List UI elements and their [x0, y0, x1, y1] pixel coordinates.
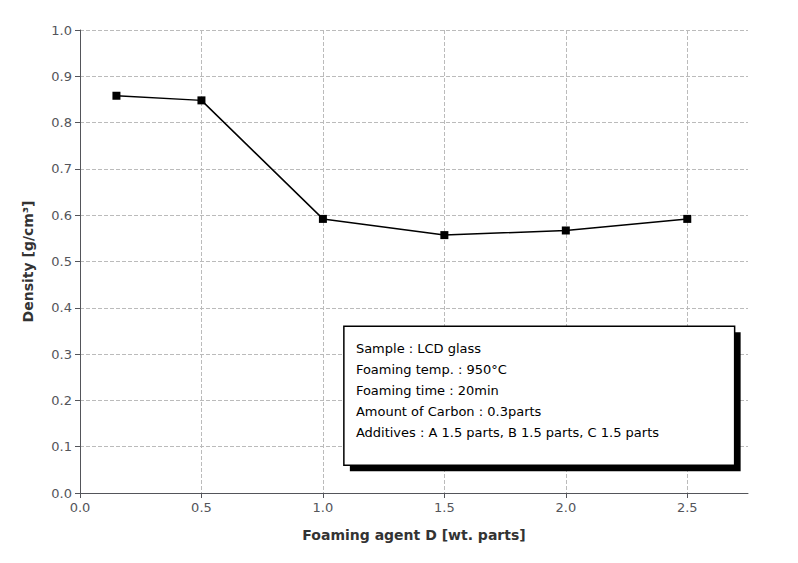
svg-text:0.6: 0.6	[51, 208, 72, 223]
svg-text:0.5: 0.5	[51, 254, 72, 269]
svg-text:0.3: 0.3	[51, 347, 72, 362]
svg-text:0.1: 0.1	[51, 439, 72, 454]
svg-text:0.9: 0.9	[51, 69, 72, 84]
svg-text:Density [g/cm³]: Density [g/cm³]	[20, 201, 36, 323]
svg-text:Sample : LCD glass: Sample : LCD glass	[356, 341, 481, 356]
svg-text:Foaming temp. : 950°C: Foaming temp. : 950°C	[356, 362, 507, 377]
svg-text:Foaming agent D [wt. parts]: Foaming agent D [wt. parts]	[302, 527, 525, 543]
svg-text:0.8: 0.8	[51, 115, 72, 130]
svg-text:Foaming time : 20min: Foaming time : 20min	[356, 383, 499, 398]
svg-text:1.0: 1.0	[51, 23, 72, 38]
svg-text:0.7: 0.7	[51, 161, 72, 176]
svg-text:0.5: 0.5	[191, 500, 212, 515]
svg-text:2.0: 2.0	[555, 500, 576, 515]
svg-text:0.0: 0.0	[51, 486, 72, 501]
svg-text:Additives : A 1.5 parts, B 1.5: Additives : A 1.5 parts, B 1.5 parts, C …	[356, 425, 659, 440]
svg-text:0.0: 0.0	[70, 500, 91, 515]
svg-text:0.4: 0.4	[51, 300, 72, 315]
svg-text:0.2: 0.2	[51, 393, 72, 408]
svg-text:Amount of Carbon : 0.3parts: Amount of Carbon : 0.3parts	[356, 404, 542, 419]
svg-text:2.5: 2.5	[677, 500, 698, 515]
svg-text:1.5: 1.5	[434, 500, 455, 515]
svg-text:1.0: 1.0	[313, 500, 334, 515]
